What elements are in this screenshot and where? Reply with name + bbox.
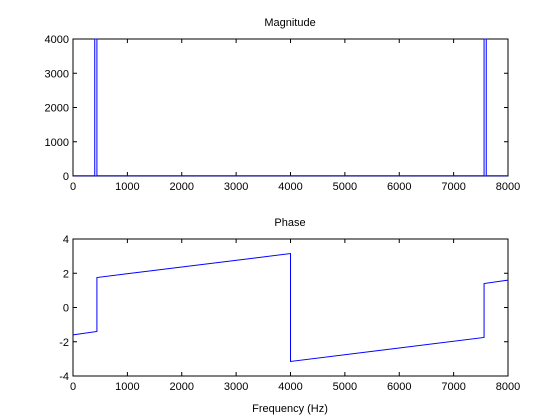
- phase-x-tick-label: 1000: [115, 381, 139, 393]
- magnitude-series-line: [73, 38, 508, 177]
- phase-x-tick-label: 6000: [387, 381, 411, 393]
- phase-x-tick-label: 7000: [441, 381, 465, 393]
- magnitude-x-tick-label: 0: [70, 181, 76, 193]
- phase-title: Phase: [274, 217, 305, 229]
- phase-x-tick-label: 0: [70, 381, 76, 393]
- magnitude-panel: Magnitude 0 1000 2000 3000 4000 5000 6000 7000 8…: [45, 17, 521, 193]
- phase-x-tick-label: 8000: [496, 381, 520, 393]
- magnitude-x-tick-label: 2000: [170, 181, 194, 193]
- magnitude-y-tick-label: 3000: [45, 68, 69, 80]
- magnitude-y-tick-label: 1000: [45, 137, 69, 149]
- magnitude-x-tick-label: 4000: [278, 181, 302, 193]
- phase-ticks: 0 1000 2000 3000 4000 5000 6000 7000 8000 -4 -2 0 2 4: [59, 234, 520, 393]
- phase-x-tick-label: 4000: [278, 381, 302, 393]
- phase-y-tick-label: 2: [63, 268, 69, 280]
- phase-series-line: [72, 252, 509, 363]
- phase-x-tick-label: 2000: [170, 381, 194, 393]
- magnitude-y-tick-label: 2000: [45, 103, 69, 115]
- phase-y-tick-label: 0: [63, 303, 69, 315]
- phase-y-tick-label: -2: [59, 337, 69, 349]
- phase-x-tick-label: 5000: [333, 381, 357, 393]
- phase-y-tick-label: 4: [63, 234, 69, 246]
- phase-x-tick-label: 3000: [224, 381, 248, 393]
- magnitude-x-tick-label: 8000: [496, 181, 520, 193]
- phase-x-axis-label: Frequency (Hz): [252, 403, 328, 415]
- magnitude-ticks: 0 1000 2000 3000 4000 5000 6000 7000 8000 0 1000 20…: [45, 34, 521, 193]
- magnitude-x-tick-label: 5000: [333, 181, 357, 193]
- magnitude-x-tick-label: 7000: [441, 181, 465, 193]
- phase-panel: Phase 0 1000 2000 3000 4000 5000 6000 7000 8000 -…: [59, 217, 520, 415]
- phase-y-tick-label: -4: [59, 371, 69, 383]
- magnitude-x-tick-label: 6000: [387, 181, 411, 193]
- magnitude-x-tick-label: 3000: [224, 181, 248, 193]
- magnitude-x-tick-label: 1000: [115, 181, 139, 193]
- magnitude-y-tick-label: 0: [63, 171, 69, 183]
- magnitude-axes-box: [72, 38, 509, 177]
- magnitude-title: Magnitude: [264, 17, 315, 29]
- magnitude-y-tick-label: 4000: [45, 34, 69, 46]
